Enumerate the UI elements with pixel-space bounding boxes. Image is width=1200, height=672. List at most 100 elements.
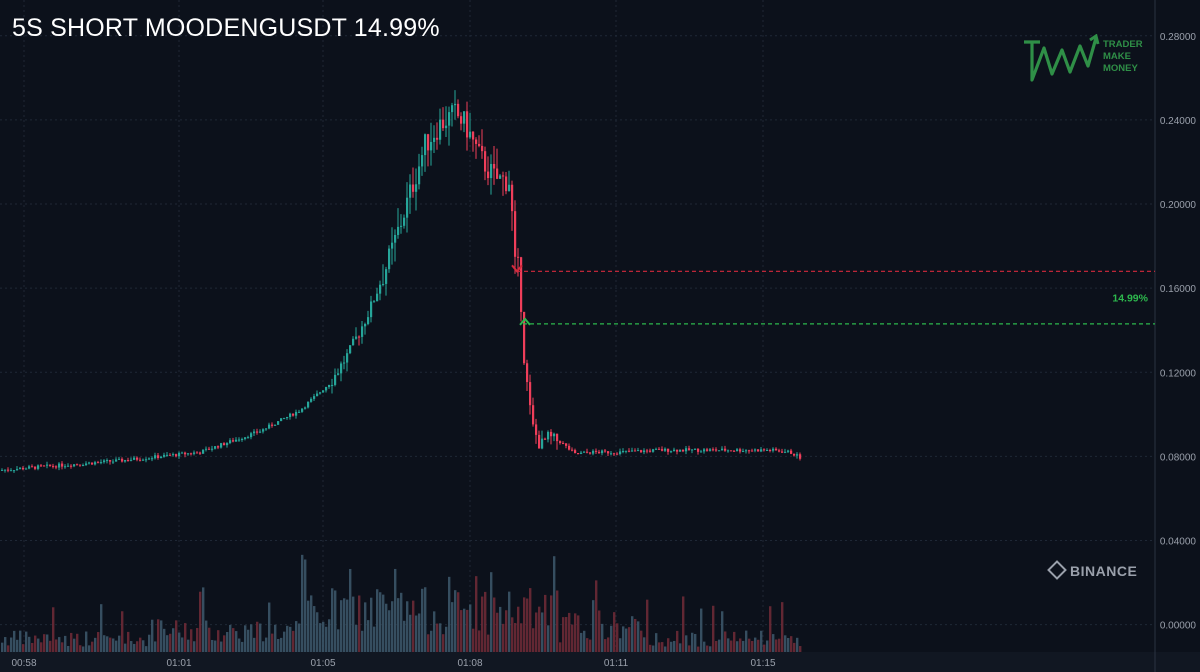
candle-body <box>259 431 262 433</box>
volume-bar <box>91 641 94 652</box>
candle-body <box>43 465 46 467</box>
candle-body <box>121 458 124 462</box>
exchange-name: BINANCE <box>1070 563 1138 579</box>
volume-bar <box>127 631 130 652</box>
candle-body <box>421 155 424 167</box>
candle-body <box>796 454 799 456</box>
volume-bar <box>73 638 76 652</box>
volume-bar <box>439 623 442 652</box>
volume-bar <box>706 645 709 652</box>
candle-body <box>214 446 217 449</box>
candle-body <box>178 452 181 457</box>
volume-bar <box>388 610 391 652</box>
candle-body <box>481 145 484 152</box>
candle-body <box>94 462 97 465</box>
volume-bar <box>700 608 703 652</box>
volume-bar <box>712 605 715 652</box>
candle-body <box>364 323 367 327</box>
candle-body <box>544 438 547 440</box>
candle-body <box>307 401 310 408</box>
volume-bar <box>406 601 409 652</box>
logo-line-1: TRADER <box>1103 39 1143 50</box>
candle-body <box>418 166 421 185</box>
volume-bar <box>379 592 382 652</box>
candle-body <box>253 431 256 434</box>
volume-bar <box>52 607 55 652</box>
candle-body <box>133 457 136 460</box>
y-tick-label: 0.04000 <box>1160 537 1197 548</box>
volume-bar <box>412 600 415 652</box>
candle-body <box>568 445 571 450</box>
candle-body <box>511 184 514 212</box>
candle-body <box>181 452 184 454</box>
pnl-label: 14.99% <box>1112 293 1148 305</box>
volume-bar <box>370 597 373 652</box>
volume-bar <box>337 629 340 652</box>
volume-bar <box>70 632 73 652</box>
volume-bar <box>304 559 307 652</box>
volume-bar <box>241 641 244 652</box>
candle-body <box>448 112 451 126</box>
volume-bar <box>19 630 22 652</box>
candle-body <box>148 458 151 460</box>
y-tick-label: 0.00000 <box>1160 621 1197 632</box>
volume-bar <box>397 598 400 652</box>
candle-body <box>622 450 625 452</box>
candle-body <box>358 336 361 338</box>
candle-body <box>562 443 565 445</box>
candle-body <box>250 433 253 438</box>
candle-body <box>469 131 472 138</box>
volume-bar <box>670 641 673 652</box>
volume-bar <box>391 601 394 652</box>
volume-bar <box>325 626 328 652</box>
volume-bar <box>787 638 790 652</box>
volume-bar <box>172 628 175 652</box>
candle-body <box>40 465 43 467</box>
candle-body <box>340 363 343 374</box>
volume-bar <box>472 628 475 652</box>
candle-body <box>427 134 430 151</box>
candle-body <box>388 248 391 270</box>
volume-bar <box>22 644 25 652</box>
volume-bar <box>199 591 202 652</box>
volume-bar <box>613 612 616 652</box>
volume-bar <box>640 630 643 652</box>
volume-bar <box>190 629 193 652</box>
volume-bar <box>535 612 538 652</box>
volume-bar <box>61 642 64 652</box>
candle-body <box>547 431 550 440</box>
volume-bar <box>742 640 745 652</box>
candle-body <box>439 119 442 140</box>
volume-bar <box>724 631 727 652</box>
volume-bar <box>307 600 310 652</box>
candle-body <box>157 455 160 458</box>
volume-bar <box>436 623 439 652</box>
candle-body <box>349 345 352 354</box>
candle-body <box>475 139 478 144</box>
candle-body <box>49 464 52 466</box>
candle-body <box>592 450 595 454</box>
candle-body <box>166 454 169 456</box>
volume-bar <box>643 637 646 652</box>
candle-body <box>226 443 229 446</box>
candle-body <box>52 465 55 467</box>
volume-bar <box>64 635 67 652</box>
candle-body <box>271 424 274 426</box>
volume-bar <box>586 638 589 652</box>
volume-bar <box>553 556 556 652</box>
candle-body <box>790 450 793 454</box>
candle-body <box>304 407 307 409</box>
candle-body <box>514 211 517 257</box>
volume-bar <box>565 617 568 652</box>
candle-body <box>607 451 610 454</box>
volume-bar <box>556 590 559 652</box>
volume-bar <box>322 621 325 652</box>
candle-body <box>694 448 697 450</box>
volume-bar <box>715 640 718 652</box>
candle-body <box>424 134 427 156</box>
candle-body <box>403 217 406 226</box>
volume-bar <box>514 623 517 652</box>
candle-body <box>478 143 481 146</box>
candle-body <box>682 449 685 452</box>
